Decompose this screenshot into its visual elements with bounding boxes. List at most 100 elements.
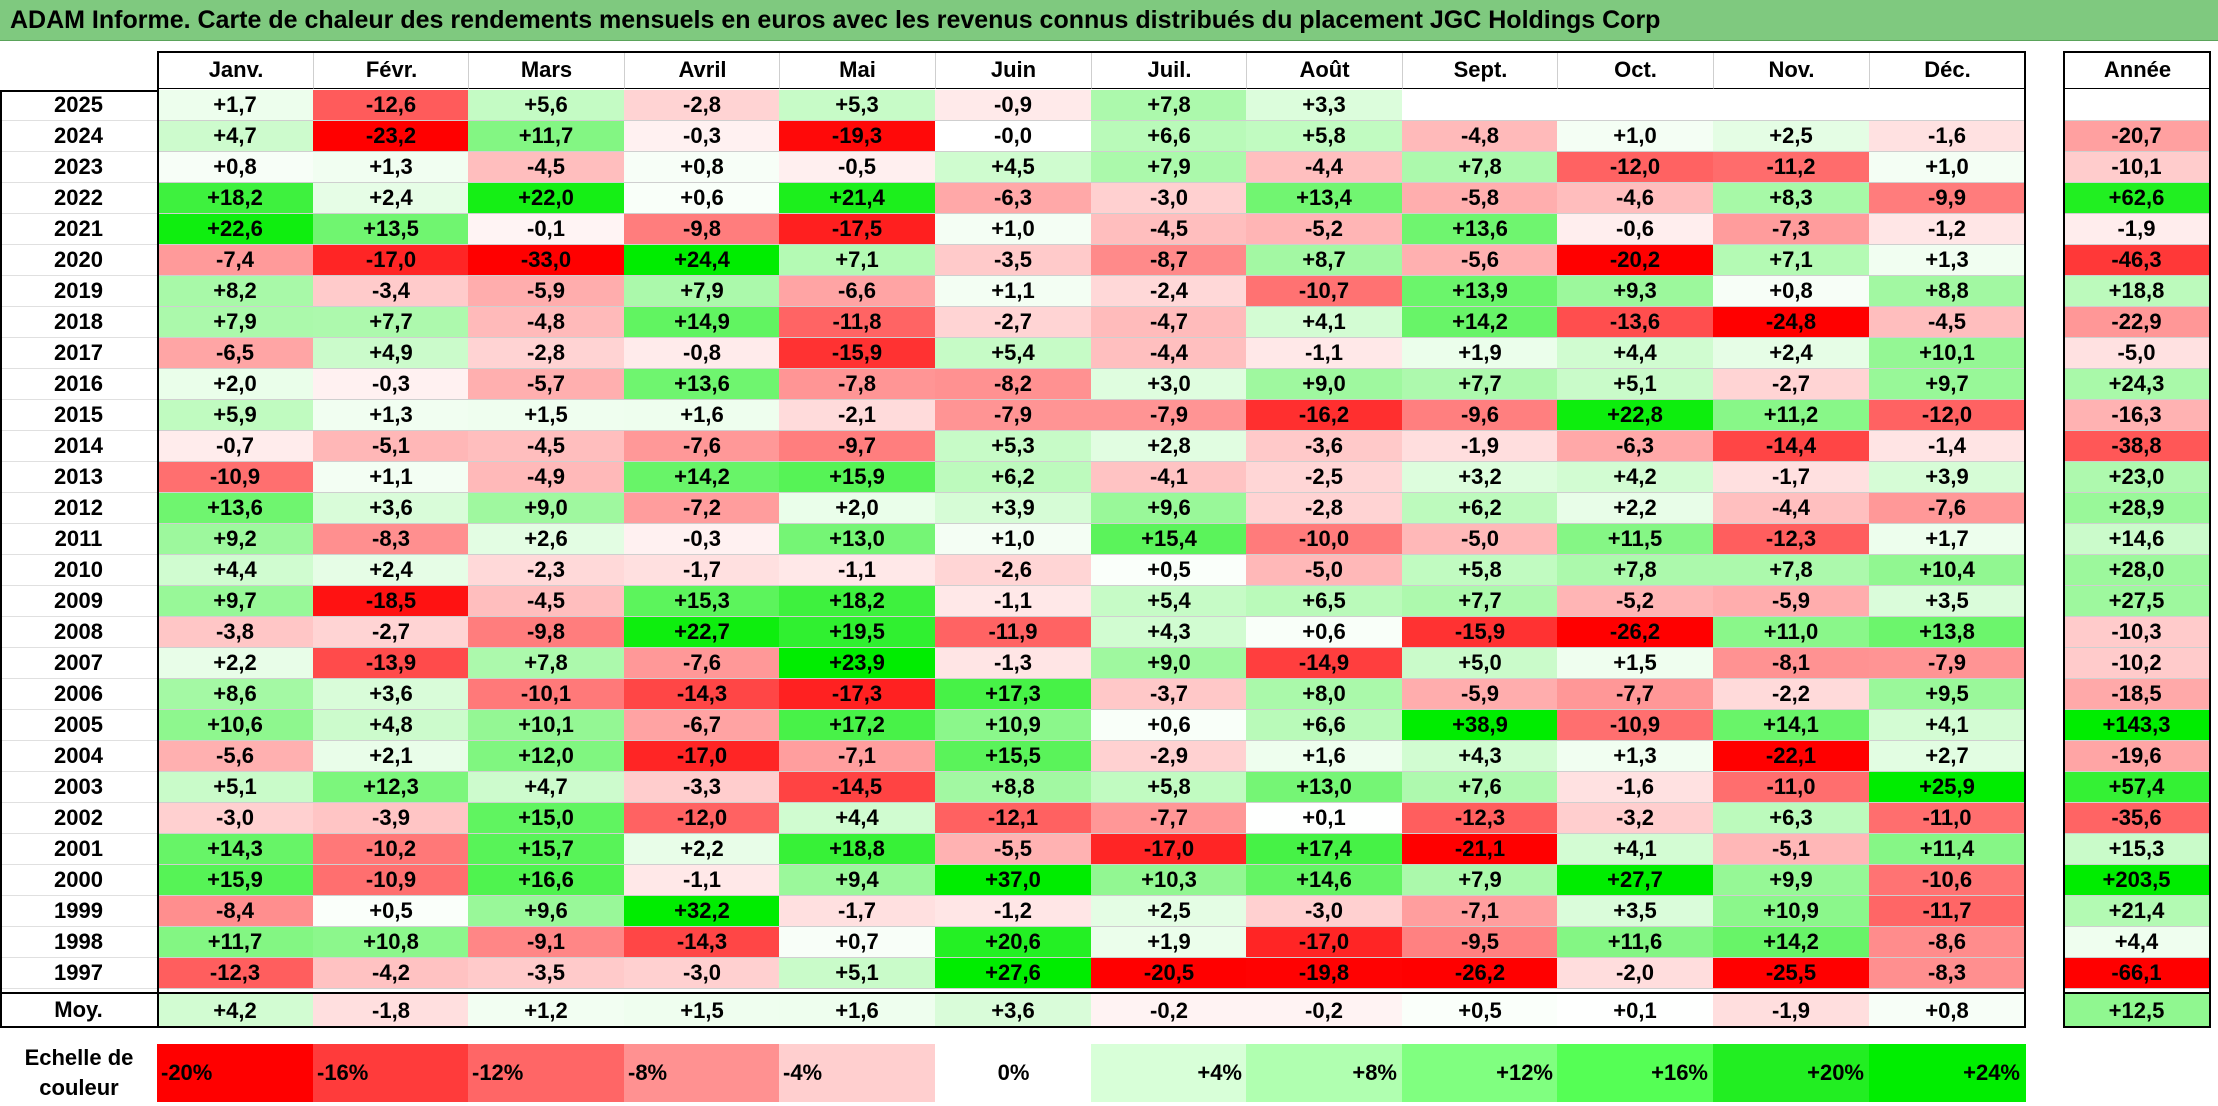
heatmap-cell: +21,4 bbox=[779, 183, 936, 214]
heatmap-cell: -2,7 bbox=[1713, 369, 1870, 400]
heatmap-cell: -1,7 bbox=[1713, 462, 1870, 493]
heatmap-cell: +10,3 bbox=[1091, 865, 1248, 896]
year-label: 2018 bbox=[0, 307, 157, 338]
heatmap-cell: +4,2 bbox=[1557, 462, 1714, 493]
year-label: 2015 bbox=[0, 400, 157, 431]
heatmap-cell: -12,3 bbox=[157, 958, 314, 989]
heatmap-cell: -5,0 bbox=[1402, 524, 1559, 555]
heatmap-cell: +2,2 bbox=[624, 834, 781, 865]
heatmap-cell: +24,4 bbox=[624, 245, 781, 276]
heatmap-cell: +5,3 bbox=[779, 90, 936, 121]
heatmap-cell: -5,5 bbox=[935, 834, 1092, 865]
heatmap-cell: -12,3 bbox=[1402, 803, 1559, 834]
heatmap-cell: +13,5 bbox=[313, 214, 470, 245]
legend-swatch: +12% bbox=[1402, 1044, 1559, 1102]
heatmap-cell: -7,8 bbox=[779, 369, 936, 400]
heatmap-cell: -3,7 bbox=[1091, 679, 1248, 710]
heatmap-cell: -2,8 bbox=[1246, 493, 1403, 524]
heatmap-cell: +1,5 bbox=[468, 400, 625, 431]
year-label: 2025 bbox=[0, 90, 157, 121]
heatmap-cell: +1,3 bbox=[1869, 245, 2026, 276]
heatmap-cell: +7,8 bbox=[1402, 152, 1559, 183]
heatmap-cell: -8,4 bbox=[157, 896, 314, 927]
heatmap-cell: -2,5 bbox=[1246, 462, 1403, 493]
average-label: Moy. bbox=[0, 992, 157, 1028]
heatmap-cell: +5,1 bbox=[157, 772, 314, 803]
heatmap-cell: -1,1 bbox=[1246, 338, 1403, 369]
year-label: 1998 bbox=[0, 927, 157, 958]
heatmap-cell: -9,9 bbox=[1869, 183, 2026, 214]
heatmap-cell: +14,1 bbox=[1713, 710, 1870, 741]
heatmap-cell: +7,9 bbox=[1402, 865, 1559, 896]
heatmap-cell: -5,9 bbox=[1402, 679, 1559, 710]
heatmap-cell: +0,8 bbox=[157, 152, 314, 183]
heatmap-cell: +10,4 bbox=[1869, 555, 2026, 586]
heatmap-cell: +8,7 bbox=[1246, 245, 1403, 276]
report-title: ADAM Informe. Carte de chaleur des rende… bbox=[0, 0, 2218, 41]
heatmap-cell: -6,5 bbox=[157, 338, 314, 369]
heatmap-cell: -7,9 bbox=[1869, 648, 2026, 679]
annual-average-cell: +12,5 bbox=[2063, 992, 2211, 1028]
heatmap-cell: +1,6 bbox=[624, 400, 781, 431]
heatmap-cell: -9,1 bbox=[468, 927, 625, 958]
year-label: 2014 bbox=[0, 431, 157, 462]
heatmap-cell: -4,9 bbox=[468, 462, 625, 493]
heatmap-cell: -12,0 bbox=[1557, 152, 1714, 183]
heatmap-cell: +3,0 bbox=[1091, 369, 1248, 400]
heatmap-cell: +11,2 bbox=[1713, 400, 1870, 431]
heatmap-cell: -6,3 bbox=[935, 183, 1092, 214]
legend-swatch: +24% bbox=[1869, 1044, 2026, 1102]
month-header: Nov. bbox=[1713, 51, 1870, 89]
heatmap-cell: +9,7 bbox=[157, 586, 314, 617]
heatmap-cell: -9,6 bbox=[1402, 400, 1559, 431]
legend-title-line: Echelle de bbox=[24, 1045, 134, 1070]
heatmap-cell: +5,8 bbox=[1246, 121, 1403, 152]
heatmap-cell: +6,2 bbox=[1402, 493, 1559, 524]
heatmap-cell: +15,9 bbox=[157, 865, 314, 896]
heatmap-cell: +13,6 bbox=[157, 493, 314, 524]
heatmap-cell: +3,6 bbox=[313, 679, 470, 710]
year-label: 2005 bbox=[0, 710, 157, 741]
heatmap-cell: -14,3 bbox=[624, 679, 781, 710]
heatmap-cell: -8,2 bbox=[935, 369, 1092, 400]
heatmap-cell: +9,4 bbox=[779, 865, 936, 896]
heatmap-cell bbox=[1713, 90, 1870, 121]
heatmap-cell: +3,5 bbox=[1869, 586, 2026, 617]
heatmap-cell: +37,0 bbox=[935, 865, 1092, 896]
heatmap-cell: +11,0 bbox=[1713, 617, 1870, 648]
heatmap-cell: +5,6 bbox=[468, 90, 625, 121]
heatmap-cell: -7,3 bbox=[1713, 214, 1870, 245]
heatmap-cell: +1,9 bbox=[1402, 338, 1559, 369]
heatmap-cell: -4,7 bbox=[1091, 307, 1248, 338]
heatmap-cell: +3,9 bbox=[1869, 462, 2026, 493]
year-label: 2023 bbox=[0, 152, 157, 183]
month-header: Mars bbox=[468, 51, 625, 89]
average-cell: -0,2 bbox=[1246, 992, 1403, 1028]
heatmap-cell: -9,8 bbox=[624, 214, 781, 245]
heatmap-cell: +17,2 bbox=[779, 710, 936, 741]
heatmap-cell: -26,2 bbox=[1557, 617, 1714, 648]
heatmap-cell: -17,5 bbox=[779, 214, 936, 245]
heatmap-cell: -7,9 bbox=[935, 400, 1092, 431]
annual-cell: -10,2 bbox=[2063, 648, 2211, 679]
heatmap-cell: +11,6 bbox=[1557, 927, 1714, 958]
year-label: 1999 bbox=[0, 896, 157, 927]
heatmap-cell: +4,8 bbox=[313, 710, 470, 741]
heatmap-cell: -15,9 bbox=[779, 338, 936, 369]
month-header: Avril bbox=[624, 51, 781, 89]
heatmap-cell: +2,4 bbox=[313, 555, 470, 586]
legend-swatch: +8% bbox=[1246, 1044, 1403, 1102]
month-header: Juin bbox=[935, 51, 1092, 89]
heatmap-cell: -5,7 bbox=[468, 369, 625, 400]
year-label: 2009 bbox=[0, 586, 157, 617]
heatmap-cell: -4,8 bbox=[468, 307, 625, 338]
heatmap-cell: -2,0 bbox=[1557, 958, 1714, 989]
legend-swatch: +4% bbox=[1091, 1044, 1248, 1102]
annual-cell: +143,3 bbox=[2063, 710, 2211, 741]
heatmap-cell: +23,9 bbox=[779, 648, 936, 679]
heatmap-cell: -2,1 bbox=[779, 400, 936, 431]
legend-swatch: +20% bbox=[1713, 1044, 1870, 1102]
month-header: Sept. bbox=[1402, 51, 1559, 89]
heatmap-cell: +2,5 bbox=[1713, 121, 1870, 152]
average-cell: +4,2 bbox=[157, 992, 314, 1028]
